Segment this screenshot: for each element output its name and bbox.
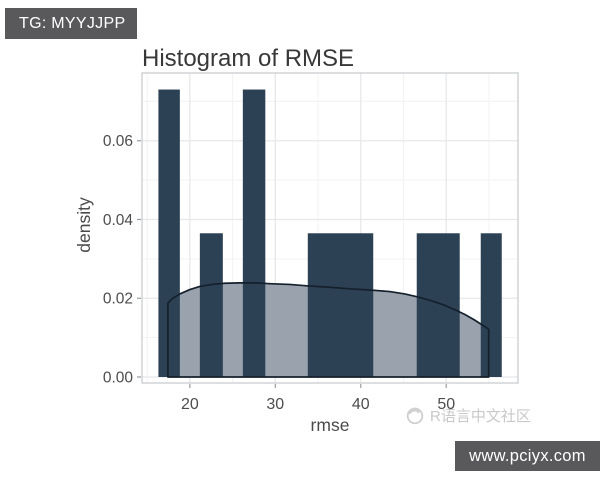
y-axis-tick-label: 0.06 [103, 133, 133, 150]
histogram-bar [199, 233, 223, 377]
histogram-bar [307, 233, 374, 377]
histogram-bar [242, 89, 266, 378]
panel-border [141, 72, 519, 384]
website-banner: www.pciyx.com [455, 441, 600, 471]
x-axis-title: rmse [311, 415, 350, 435]
chart-title: Histogram of RMSE [142, 45, 354, 72]
histogram-bar [416, 233, 460, 377]
histogram-bar [480, 233, 502, 377]
tg-watermark-banner: TG: MYYJJPP [5, 8, 137, 39]
x-axis-tick-label: 50 [437, 396, 455, 413]
y-axis-tick-label: 0.04 [103, 212, 134, 229]
y-axis-tick-label: 0.02 [103, 291, 133, 308]
histogram-bar [158, 89, 180, 378]
x-axis-tick-label: 40 [352, 396, 370, 413]
y-axis-title: density [74, 197, 94, 253]
density-outline [167, 282, 490, 378]
x-axis-tick-label: 20 [181, 396, 199, 413]
y-axis-tick-label: 0.00 [103, 369, 134, 386]
x-axis-tick-label: 30 [266, 396, 284, 413]
